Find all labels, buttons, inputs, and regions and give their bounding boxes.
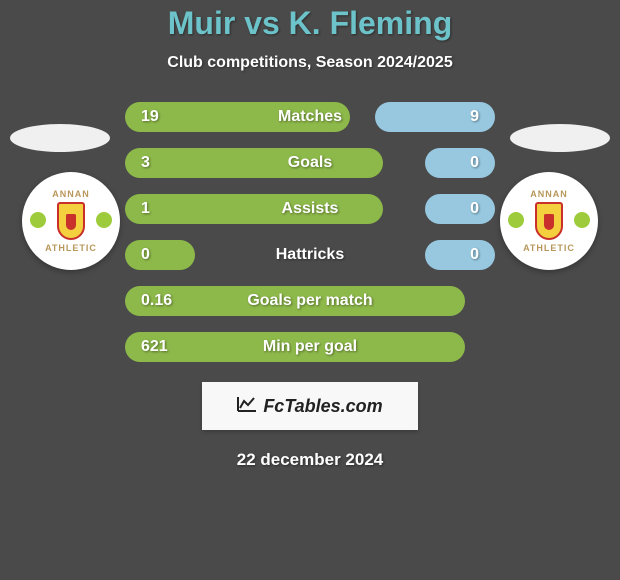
left-value: 621 (141, 338, 168, 356)
right-value: 0 (470, 154, 479, 172)
logo-text: FcTables.com (263, 396, 382, 417)
left-bar: 1 (125, 194, 383, 224)
right-value: 0 (470, 246, 479, 264)
left-value: 1 (141, 200, 150, 218)
chart-icon (237, 396, 257, 417)
subtitle: Club competitions, Season 2024/2025 (0, 54, 620, 72)
badge-top-text: ANNAN (52, 189, 90, 199)
thistle-icon (508, 212, 524, 228)
club-badge-left: ANNAN ATHLETIC (22, 172, 120, 270)
stat-row: 10Assists (125, 194, 495, 224)
left-bar: 0 (125, 240, 195, 270)
badge-bottom-text: ATHLETIC (45, 243, 97, 253)
comparison-card: Muir vs K. Fleming Club competitions, Se… (0, 0, 620, 470)
player-right-avatar (510, 124, 610, 152)
stat-row: 199Matches (125, 102, 495, 132)
left-value: 19 (141, 108, 159, 126)
right-value: 9 (470, 108, 479, 126)
left-bar: 0.16 (125, 286, 465, 316)
right-bar: 0 (425, 194, 495, 224)
stat-row: 00Hattricks (125, 240, 495, 270)
site-logo[interactable]: FcTables.com (202, 382, 418, 430)
right-bar: 0 (425, 148, 495, 178)
club-badge-right: ANNAN ATHLETIC (500, 172, 598, 270)
date-text: 22 december 2024 (0, 450, 620, 470)
left-bar: 3 (125, 148, 383, 178)
shield-icon (535, 202, 563, 240)
badge-top-text: ANNAN (530, 189, 568, 199)
right-value: 0 (470, 200, 479, 218)
stat-row: 30Goals (125, 148, 495, 178)
thistle-icon (574, 212, 590, 228)
shield-icon (57, 202, 85, 240)
right-bar: 9 (375, 102, 495, 132)
thistle-icon (96, 212, 112, 228)
left-value: 0.16 (141, 292, 172, 310)
left-bar: 621 (125, 332, 465, 362)
left-value: 3 (141, 154, 150, 172)
left-bar: 19 (125, 102, 350, 132)
page-title: Muir vs K. Fleming (0, 5, 620, 42)
right-bar: 0 (425, 240, 495, 270)
badge-bottom-text: ATHLETIC (523, 243, 575, 253)
player-left-avatar (10, 124, 110, 152)
stat-row: 0.16Goals per match (125, 286, 495, 316)
stats-container: 199Matches30Goals10Assists00Hattricks0.1… (125, 102, 495, 362)
left-value: 0 (141, 246, 150, 264)
thistle-icon (30, 212, 46, 228)
stat-row: 621Min per goal (125, 332, 495, 362)
